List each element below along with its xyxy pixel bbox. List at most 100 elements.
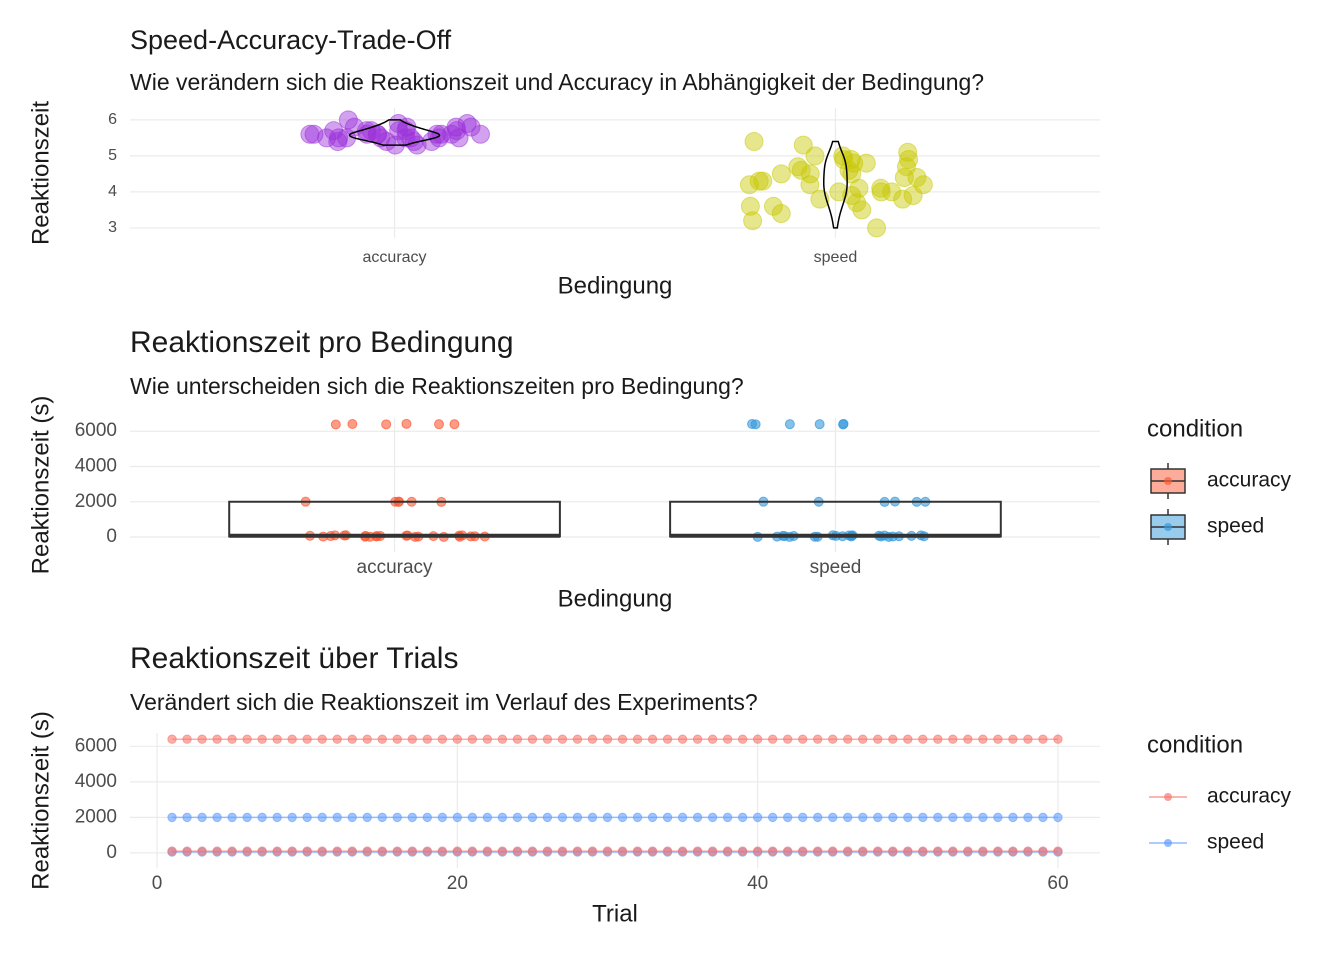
data-point (317, 128, 337, 148)
data-point (978, 812, 988, 823)
data-point (197, 812, 207, 823)
data-point (1038, 734, 1048, 744)
data-point (662, 812, 673, 823)
data-point (449, 419, 460, 430)
data-point (587, 846, 598, 856)
data-point (422, 812, 433, 823)
data-point (542, 734, 553, 744)
data-point (167, 734, 177, 744)
data-point (784, 419, 795, 430)
legend-key (1164, 793, 1172, 801)
data-point (963, 812, 973, 823)
data-point (677, 734, 688, 744)
data-point (381, 419, 392, 430)
data-point (197, 846, 207, 856)
data-point (782, 812, 793, 823)
data-point (963, 734, 973, 744)
data-point (602, 734, 613, 744)
data-point (392, 846, 402, 856)
data-point (632, 846, 643, 856)
data-point (722, 846, 733, 856)
y-tick-label: 5 (108, 147, 117, 164)
data-point (782, 846, 793, 856)
data-point (894, 168, 914, 188)
data-point (227, 846, 237, 856)
data-point (324, 121, 344, 141)
y-axis-label: Reaktionszeit (s) (27, 711, 54, 890)
data-point (542, 846, 553, 856)
data-point (482, 812, 493, 823)
data-point (707, 734, 718, 744)
y-axis-label: Reaktionszeit (27, 101, 54, 245)
data-point (407, 846, 417, 856)
data-point (692, 846, 703, 856)
y-tick-label: 4 (108, 183, 117, 200)
x-tick-label: accuracy (357, 557, 434, 578)
data-point (739, 175, 759, 195)
chart-title: Speed-Accuracy-Trade-Off (130, 25, 452, 55)
data-point (978, 734, 988, 744)
data-point (771, 164, 791, 184)
data-point (512, 734, 523, 744)
legend-key (1164, 477, 1172, 485)
data-point (993, 812, 1003, 823)
data-point (467, 846, 478, 856)
data-point (797, 812, 808, 823)
data-point (871, 178, 891, 198)
data-point (662, 734, 673, 744)
data-point (304, 124, 324, 144)
y-tick-label: 3 (108, 219, 117, 236)
data-point (814, 419, 825, 430)
data-point (767, 734, 778, 744)
data-point (242, 846, 252, 856)
y-tick-label: 0 (106, 526, 117, 547)
data-point (933, 812, 943, 823)
data-point (332, 812, 342, 823)
data-point (227, 812, 237, 823)
data-point (828, 812, 838, 823)
data-point (882, 182, 902, 202)
data-point (377, 734, 387, 744)
data-point (829, 182, 849, 202)
data-point (948, 846, 958, 856)
data-point (257, 846, 267, 856)
data-point (572, 846, 583, 856)
data-point (452, 846, 463, 856)
data-point (437, 734, 448, 744)
data-point (242, 812, 252, 823)
data-point (899, 149, 919, 169)
data-point (737, 812, 748, 823)
legend-key (1164, 839, 1172, 847)
legend-label: accuracy (1207, 785, 1292, 808)
y-tick-label: 6 (108, 111, 117, 128)
data-point (470, 124, 490, 144)
data-point (377, 812, 387, 823)
data-point (873, 846, 883, 856)
data-point (272, 812, 282, 823)
data-point (287, 846, 297, 856)
data-point (782, 734, 793, 744)
data-point (903, 734, 913, 744)
data-point (542, 812, 553, 823)
data-point (1023, 734, 1033, 744)
data-point (767, 812, 778, 823)
x-tick-label: 0 (152, 873, 163, 894)
x-tick-label: 20 (447, 873, 468, 894)
data-point (197, 734, 207, 744)
data-point (362, 812, 372, 823)
data-point (467, 734, 478, 744)
data-point (377, 846, 387, 856)
data-point (227, 734, 237, 744)
data-point (557, 734, 568, 744)
data-point (800, 175, 820, 195)
data-point (431, 124, 451, 144)
data-point (918, 846, 928, 856)
x-axis-label: Bedingung (558, 585, 673, 612)
data-point (1023, 812, 1033, 823)
data-point (858, 846, 868, 856)
legend-label: speed (1207, 515, 1264, 538)
chart-subtitle: Verändert sich die Reaktionszeit im Verl… (130, 689, 758, 715)
data-point (662, 846, 673, 856)
data-point (677, 846, 688, 856)
data-point (1053, 846, 1063, 856)
